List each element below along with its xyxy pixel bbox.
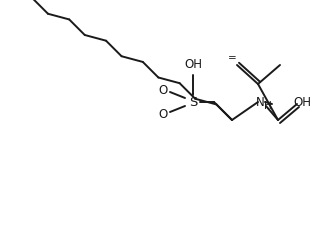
Text: N: N bbox=[256, 95, 264, 108]
Text: H: H bbox=[264, 101, 272, 111]
Text: =: = bbox=[228, 53, 236, 63]
Text: O: O bbox=[158, 83, 168, 96]
Text: O: O bbox=[158, 108, 168, 121]
Text: S: S bbox=[189, 95, 197, 108]
Text: OH: OH bbox=[184, 59, 202, 72]
Text: OH: OH bbox=[293, 95, 311, 108]
